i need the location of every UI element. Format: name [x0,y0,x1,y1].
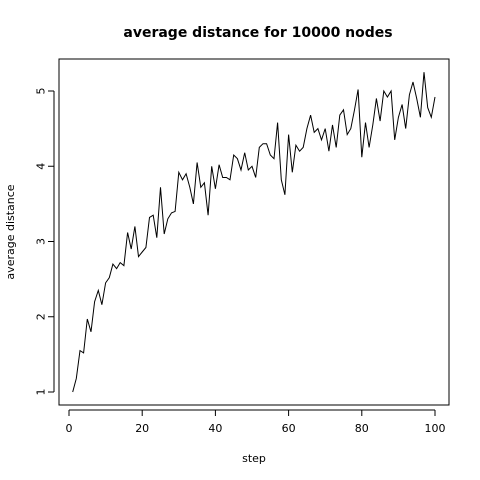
y-tick-label: 2 [35,313,48,320]
y-tick-label: 4 [35,163,48,170]
y-axis-label: average distance [4,184,17,279]
y-tick-label: 3 [35,238,48,245]
series-line [72,72,436,393]
x-axis: 0 20 40 60 80 100 [66,409,446,435]
chart-title: average distance for 10000 nodes [123,25,392,41]
x-axis-label: step [242,452,266,465]
x-tick-label: 100 [425,422,446,435]
series-group [72,72,436,393]
plot-frame [58,58,450,406]
y-axis: 1 2 3 4 5 [35,88,55,396]
x-tick-label: 40 [208,422,222,435]
x-tick-label: 60 [282,422,296,435]
x-tick-label: 80 [355,422,369,435]
x-tick-label: 0 [66,422,73,435]
y-tick-label: 5 [35,88,48,95]
y-tick-label: 1 [35,389,48,396]
x-tick-label: 20 [135,422,149,435]
